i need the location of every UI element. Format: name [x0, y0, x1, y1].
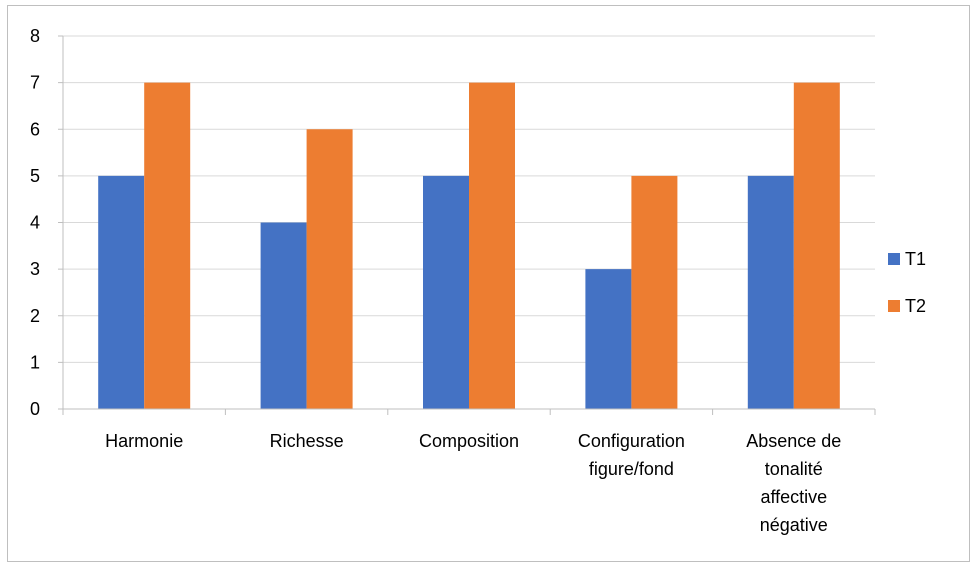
legend-swatch-t2	[888, 300, 900, 312]
y-tick-label: 5	[30, 166, 40, 186]
x-tick-label: Absence de	[746, 431, 841, 451]
x-tick-label: Configuration	[578, 431, 685, 451]
x-tick-label: Richesse	[270, 431, 344, 451]
legend-label-t1: T1	[905, 249, 926, 269]
legend-label-t2: T2	[905, 296, 926, 316]
bar-t2-3	[631, 175, 678, 409]
y-tick-label: 4	[30, 213, 40, 233]
x-tick-label: figure/fond	[589, 459, 674, 479]
x-tick-label: tonalité	[765, 459, 823, 479]
y-tick-label: 2	[30, 306, 40, 326]
y-tick-label: 7	[30, 73, 40, 93]
x-tick-label: Harmonie	[105, 431, 183, 451]
bar-t1-0	[98, 175, 145, 409]
y-tick-label: 6	[30, 119, 40, 139]
y-tick-label: 1	[30, 352, 40, 372]
legend-swatch-t1	[888, 253, 900, 265]
bar-t2-4	[793, 82, 840, 409]
bar-t1-3	[585, 269, 632, 409]
x-tick-label: Composition	[419, 431, 519, 451]
bar-t2-1	[306, 129, 353, 409]
bar-t1-2	[423, 175, 469, 409]
bar-t1-1	[260, 222, 307, 409]
y-tick-label: 8	[30, 26, 40, 46]
x-tick-label: affective	[760, 487, 827, 507]
bar-t2-2	[469, 82, 515, 409]
bar-t1-4	[747, 175, 794, 409]
y-tick-label: 3	[30, 259, 40, 279]
chart-frame	[7, 5, 970, 562]
x-tick-label: négative	[760, 515, 828, 535]
y-tick-label: 0	[30, 399, 40, 419]
bar-t2-0	[144, 82, 191, 409]
